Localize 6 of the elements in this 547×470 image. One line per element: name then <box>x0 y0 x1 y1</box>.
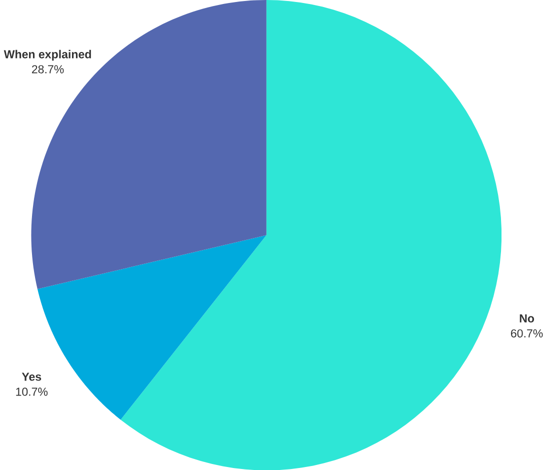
slice-label: Yes <box>22 372 42 381</box>
slice-label: No <box>520 314 534 322</box>
data-label: 28.7% <box>32 65 64 74</box>
data-label: 60.7% <box>511 329 543 338</box>
data-label: 10.7% <box>16 387 48 396</box>
slice-label: When explained <box>4 50 91 60</box>
